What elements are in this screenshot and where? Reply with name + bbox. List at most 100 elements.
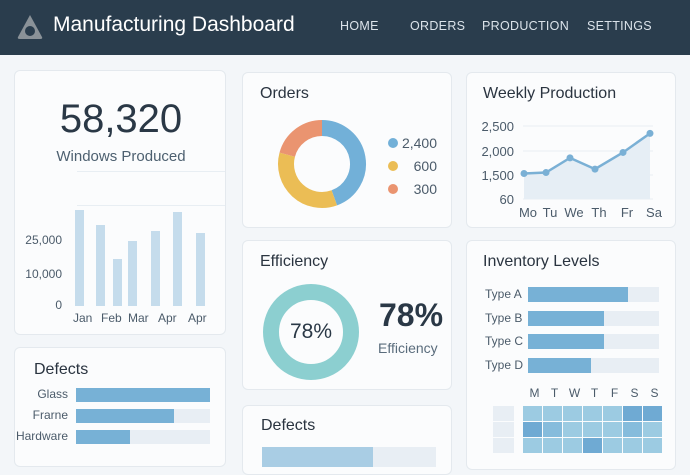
- x-tick-label: Apr: [158, 311, 177, 325]
- efficiency-value: 78%: [379, 297, 444, 333]
- weekly-card: Weekly Production 2,500 2,000 1,500 60 Mo Tu W…: [466, 72, 676, 228]
- heatmap-day-label: W: [568, 386, 581, 400]
- defect-bar: [76, 409, 210, 423]
- inventory-bar: [528, 334, 659, 349]
- donut-slice: [321, 120, 366, 206]
- heatmap-cell: [623, 438, 642, 453]
- grid-line: [77, 171, 225, 172]
- bar: [128, 241, 137, 306]
- heatmap-cell: [603, 422, 622, 437]
- kpi-value: 58,320: [59, 97, 183, 141]
- inventory-bar-fill: [528, 357, 591, 373]
- heatmap-day-label: S: [630, 386, 639, 400]
- heatmap-row-label-cell: [493, 422, 514, 437]
- kpi-label: Windows Produced: [56, 148, 186, 165]
- heatmap-cell: [523, 406, 542, 421]
- heatmap-cell: [563, 422, 582, 437]
- heatmap-cell: [623, 406, 642, 421]
- bar: [113, 259, 122, 306]
- heatmap-cell: [643, 438, 662, 453]
- heatmap-day-label: S: [650, 386, 659, 400]
- defect-bar-fill: [76, 430, 130, 444]
- nav-home[interactable]: HOME: [340, 19, 379, 33]
- inventory-bar: [528, 357, 659, 373]
- heatmap-day-label: T: [590, 386, 599, 400]
- heatmap-cell: [623, 422, 642, 437]
- heatmap-cell: [583, 406, 602, 421]
- efficiency-ring-value: 78%: [289, 320, 333, 343]
- y-tick-label: 25,000: [25, 233, 62, 247]
- legend-value: 2,400: [401, 135, 437, 151]
- x-tick-label: We: [564, 205, 583, 220]
- top-nav: Manufacturing Dashboard HOME ORDERS PROD…: [0, 0, 690, 55]
- app-title: Manufacturing Dashboard: [53, 13, 295, 36]
- inventory-bar: [528, 310, 659, 326]
- donut-slice: [278, 152, 338, 208]
- defect-label: Hardware: [15, 429, 68, 443]
- heatmap-day-label: T: [550, 386, 559, 400]
- data-point: [619, 148, 627, 156]
- defects-mid-bar-fill: [262, 447, 374, 467]
- y-tick-label: 2,500: [481, 119, 514, 134]
- data-point: [542, 169, 550, 177]
- bar: [96, 225, 105, 306]
- defect-bar: [76, 430, 210, 444]
- heatmap-cell: [603, 406, 622, 421]
- data-point: [591, 165, 599, 173]
- x-tick-label: Apr: [188, 311, 207, 325]
- defects-card: Defects Glass Frarne Hardware: [14, 347, 226, 467]
- efficiency-ring: [263, 284, 359, 380]
- efficiency-label: Efficiency: [378, 340, 438, 356]
- orders-card: Orders 2,400 600 300: [242, 72, 452, 228]
- legend-dot: [388, 161, 398, 171]
- x-tick-label: Tu: [543, 205, 558, 220]
- inventory-bar: [528, 287, 659, 302]
- nav-orders[interactable]: ORDERS: [410, 19, 466, 33]
- efficiency-card: Efficiency 78% 78% Efficiency: [242, 240, 452, 390]
- heatmap-cell: [643, 406, 662, 421]
- heatmap-row-label-cell: [493, 438, 514, 453]
- nav-production[interactable]: PRODUCTION: [482, 19, 570, 33]
- x-tick-label: Mar: [128, 311, 149, 325]
- heatmap-cell: [523, 422, 542, 437]
- defect-bar: [76, 388, 210, 402]
- bar: [196, 233, 205, 306]
- y-tick-label: 60: [500, 192, 514, 207]
- bar: [151, 230, 160, 306]
- heatmap-row-label-cell: [493, 406, 514, 421]
- x-tick-label: Mo: [519, 205, 537, 220]
- defect-bar-fill: [76, 388, 210, 402]
- inventory-label: Type D: [485, 357, 524, 372]
- data-point: [520, 170, 528, 178]
- legend-dot: [388, 184, 398, 194]
- orders-title: Orders: [260, 85, 309, 102]
- inventory-label: Type B: [485, 310, 523, 325]
- heatmap-cell: [563, 406, 582, 421]
- logo-icon: [17, 15, 43, 39]
- inventory-card: Inventory Levels Type A Type B Type C Type …: [466, 240, 676, 470]
- weekly-title: Weekly Production: [483, 85, 617, 102]
- inventory-bar-fill: [528, 287, 628, 302]
- heatmap-day-label: M: [529, 386, 540, 400]
- heatmap-day-label: F: [610, 386, 619, 400]
- legend-dot: [388, 138, 398, 148]
- defects-mid-bar: [262, 447, 436, 467]
- heatmap-cell: [523, 438, 542, 453]
- heatmap-cell: [603, 438, 622, 453]
- x-tick-label: Jan: [73, 311, 93, 325]
- data-point: [566, 154, 574, 162]
- defect-label: Glass: [37, 387, 68, 401]
- legend-value: 600: [413, 158, 437, 174]
- heatmap-cell: [583, 422, 602, 437]
- nav-settings[interactable]: SETTINGS: [587, 19, 652, 33]
- y-tick-label: 10,000: [25, 267, 62, 281]
- defect-label: Frarne: [32, 408, 68, 422]
- heatmap-cell: [563, 438, 582, 453]
- defects-mid-title: Defects: [261, 417, 316, 434]
- grid-line: [77, 205, 225, 206]
- weekly-line-chart: 2,500 2,000 1,500 60 Mo Tu We Th Fr Sa: [481, 119, 662, 220]
- legend-value: 300: [413, 181, 437, 197]
- y-tick-label: 1,500: [481, 168, 514, 183]
- inventory-label: Type A: [485, 287, 522, 301]
- heatmap-cell: [583, 438, 602, 453]
